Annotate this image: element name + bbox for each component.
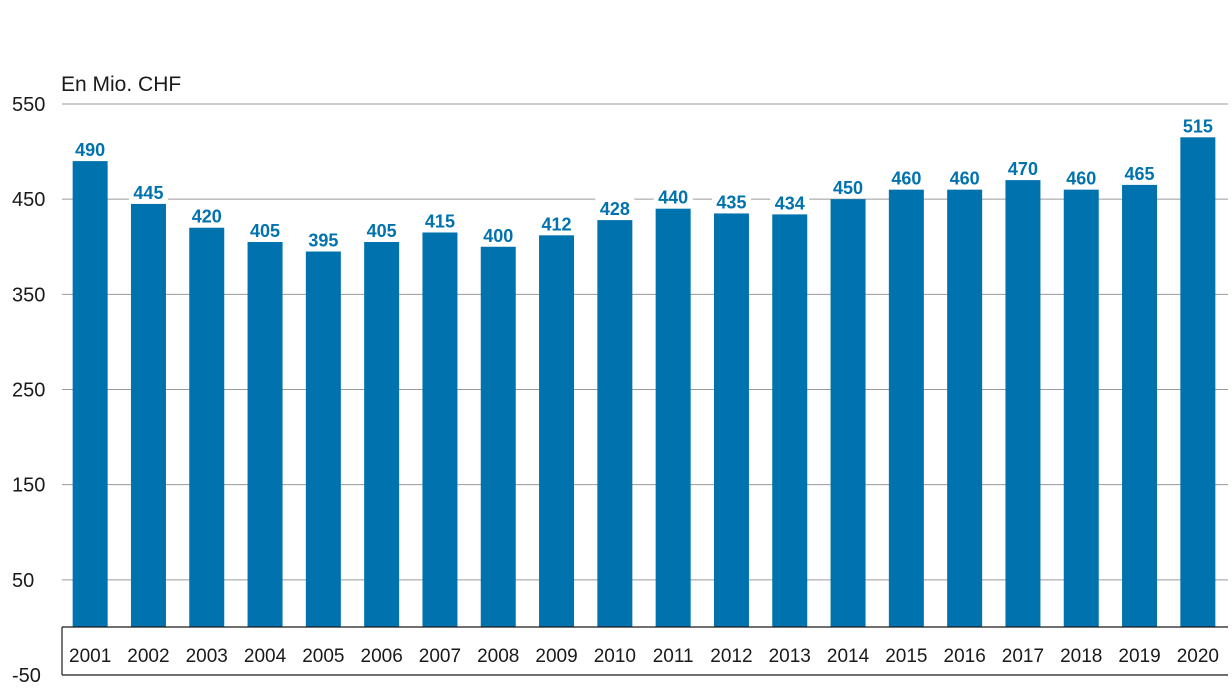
data-label-bg bbox=[245, 219, 285, 241]
bar-2007 bbox=[422, 232, 458, 627]
data-label-2015: 460 bbox=[891, 169, 921, 189]
bar-2006 bbox=[364, 241, 400, 627]
x-tick-label-2012: 2012 bbox=[710, 646, 752, 667]
y-axis-unit-label: En Mio. CHF bbox=[61, 73, 181, 96]
x-tick-label-2014: 2014 bbox=[827, 646, 870, 667]
data-label-2004: 405 bbox=[250, 221, 280, 241]
bar-2012 bbox=[713, 213, 749, 628]
data-label-bg bbox=[187, 205, 227, 227]
x-tick-label-2013: 2013 bbox=[769, 646, 811, 667]
data-label-2013: 434 bbox=[775, 193, 805, 213]
x-tick-label-2009: 2009 bbox=[535, 646, 577, 667]
y-tick-label: 450 bbox=[12, 189, 45, 211]
data-label-bg bbox=[886, 167, 926, 189]
data-label-bg bbox=[1061, 167, 1101, 189]
x-tick-label-2007: 2007 bbox=[419, 646, 461, 667]
x-tick-label-2020: 2020 bbox=[1177, 646, 1219, 667]
bar-2018 bbox=[1063, 189, 1099, 627]
data-label-bg bbox=[478, 224, 518, 246]
bar-2008 bbox=[480, 246, 516, 627]
data-label-bg bbox=[945, 167, 985, 189]
data-label-2008: 400 bbox=[483, 226, 513, 246]
data-label-2017: 470 bbox=[1008, 159, 1038, 179]
bar-2020 bbox=[1180, 137, 1216, 627]
data-label-2005: 395 bbox=[308, 231, 338, 251]
y-tick-label: 550 bbox=[12, 94, 45, 116]
bar-2013 bbox=[772, 214, 808, 628]
data-label-bg bbox=[362, 219, 402, 241]
x-tick-label-2008: 2008 bbox=[477, 646, 519, 667]
bars bbox=[72, 137, 1216, 628]
x-tick-label-2001: 2001 bbox=[69, 646, 111, 667]
data-label-2020: 515 bbox=[1183, 116, 1213, 136]
data-label-bg bbox=[1120, 162, 1160, 184]
data-label-2002: 445 bbox=[133, 183, 163, 203]
bar-2015 bbox=[888, 189, 924, 627]
x-tick-label-2010: 2010 bbox=[594, 646, 636, 667]
bar-2011 bbox=[655, 208, 691, 627]
data-label-2007: 415 bbox=[425, 211, 455, 231]
y-tick-label: 250 bbox=[12, 380, 45, 402]
data-label-2018: 460 bbox=[1066, 169, 1096, 189]
data-label-bg bbox=[1178, 115, 1218, 137]
x-tick-label-2006: 2006 bbox=[361, 646, 403, 667]
data-label-2019: 465 bbox=[1125, 164, 1155, 184]
y-tick-label: 50 bbox=[12, 570, 34, 592]
x-tick-label-2011: 2011 bbox=[653, 646, 694, 667]
x-tick-label-2016: 2016 bbox=[944, 646, 986, 667]
data-label-bg bbox=[595, 198, 635, 220]
data-label-2011: 440 bbox=[658, 188, 688, 208]
bar-2009 bbox=[539, 235, 575, 627]
data-label-2012: 435 bbox=[716, 192, 746, 212]
x-tick-label-2003: 2003 bbox=[186, 646, 228, 667]
y-tick-label: -50 bbox=[12, 665, 41, 687]
x-tick-label-2004: 2004 bbox=[244, 646, 287, 667]
data-label-bg bbox=[711, 191, 751, 213]
data-label-bg bbox=[70, 139, 110, 161]
bar-2017 bbox=[1005, 180, 1041, 627]
x-tick-label-2005: 2005 bbox=[302, 646, 344, 667]
bar-2014 bbox=[830, 199, 866, 627]
bar-2004 bbox=[247, 241, 283, 627]
x-tick-label-2017: 2017 bbox=[1002, 646, 1044, 667]
bar-2019 bbox=[1122, 184, 1158, 627]
axes: 2001 2002 2003 2004 2005 2006 2007 2008 2009 2010… bbox=[61, 626, 1228, 675]
data-label-bg bbox=[1003, 158, 1043, 180]
data-label-bg bbox=[770, 192, 810, 214]
data-label-bg bbox=[128, 181, 168, 203]
data-label-2006: 405 bbox=[367, 221, 397, 241]
bar-2005 bbox=[305, 251, 341, 627]
y-tick-label: 150 bbox=[12, 475, 45, 497]
data-label-2009: 412 bbox=[542, 214, 572, 234]
x-tick-label-2002: 2002 bbox=[127, 646, 169, 667]
bar-2016 bbox=[947, 189, 983, 627]
data-label-bg bbox=[303, 229, 343, 251]
x-tick-label-2019: 2019 bbox=[1118, 646, 1160, 667]
x-tick-label-2015: 2015 bbox=[885, 646, 927, 667]
data-label-2016: 460 bbox=[950, 169, 980, 189]
bar-2003 bbox=[189, 227, 225, 627]
bar-2001 bbox=[72, 161, 108, 627]
data-label-bg bbox=[653, 186, 693, 208]
data-label-2010: 428 bbox=[600, 199, 630, 219]
data-label-2001: 490 bbox=[75, 140, 105, 160]
data-label-bg bbox=[828, 177, 868, 199]
data-label-2014: 450 bbox=[833, 178, 863, 198]
x-tick-label-2018: 2018 bbox=[1060, 646, 1102, 667]
bar-2002 bbox=[130, 203, 166, 628]
data-labels: 490 445 420 405 395 405 415 400 412 428 440 435 434 4… bbox=[70, 115, 1218, 251]
data-label-2003: 420 bbox=[192, 207, 222, 227]
bar-2010 bbox=[597, 220, 633, 627]
y-tick-label: 350 bbox=[12, 284, 45, 306]
data-label-bg bbox=[537, 213, 577, 235]
data-label-bg bbox=[420, 210, 460, 232]
